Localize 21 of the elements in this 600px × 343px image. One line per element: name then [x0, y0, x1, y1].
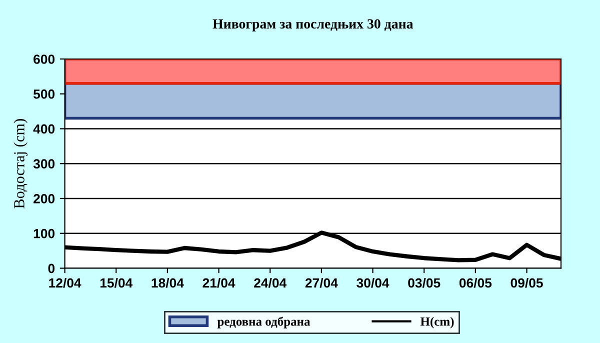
chart-title: Нивограм за последњих 30 дана: [212, 19, 414, 32]
y-tick-label: 600: [34, 54, 55, 64]
y-tick-label: 200: [34, 194, 55, 204]
x-tick-label: 03/05: [408, 278, 440, 288]
y-tick-label: 0: [48, 264, 55, 274]
x-tick-label: 06/05: [459, 278, 492, 288]
legend-label: H(cm): [420, 316, 454, 328]
x-tick-label: 27/04: [305, 278, 338, 288]
x-tick-label: 21/04: [202, 278, 236, 288]
y-tick-label: 400: [33, 124, 55, 134]
x-tick-label: 30/04: [356, 278, 390, 288]
y-tick-label: 500: [33, 89, 55, 99]
y-tick-label: 100: [34, 228, 55, 238]
x-tick-label: 15/04: [100, 278, 133, 288]
x-tick-label: 24/04: [254, 278, 287, 288]
x-tick-label: 09/05: [510, 278, 543, 288]
legend-label: редовна одбрана: [217, 316, 310, 328]
y-axis-title: Водостај (cm): [14, 119, 28, 208]
x-tick-label: 18/04: [152, 278, 184, 288]
y-tick-label: 300: [33, 159, 55, 169]
x-tick-label: 12/04: [49, 278, 82, 288]
